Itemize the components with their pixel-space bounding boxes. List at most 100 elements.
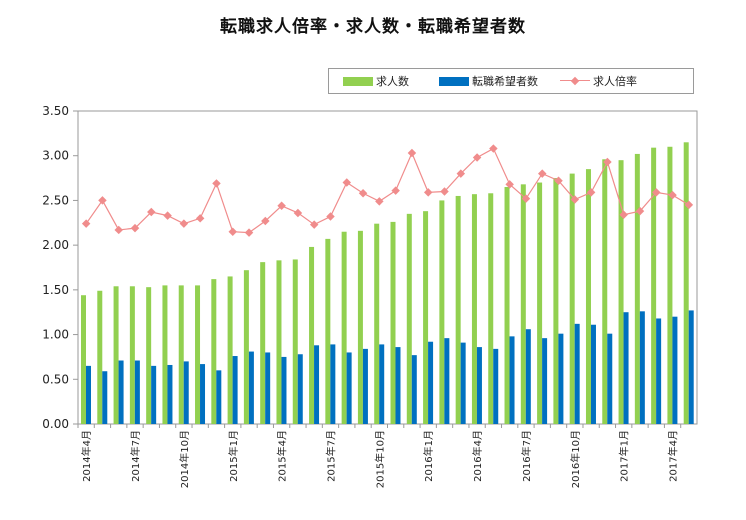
bar-job-openings [325,238,331,424]
bar-job-openings [585,169,591,424]
bar-job-openings [455,195,461,424]
bar-job-openings [602,159,608,424]
bar-job-seekers [265,352,271,424]
bar-job-openings [406,213,412,424]
bar-job-openings [227,276,233,424]
marker-job-ratio [538,169,547,178]
legend-item-job-openings: 求人数 [343,73,409,89]
x-tick-label: 2014年10月 [178,430,191,488]
bar-job-openings [520,184,526,424]
marker-job-ratio [147,207,156,217]
bar-job-openings [569,173,575,424]
legend-label-job-ratio: 求人倍率 [593,75,637,88]
bar-job-seekers [297,354,303,424]
bar-job-seekers [134,360,140,424]
legend-label-job-openings: 求人数 [376,75,409,88]
bar-job-seekers [411,355,417,424]
bar-job-seekers [656,318,662,424]
marker-job-ratio [179,219,189,228]
bar-job-openings [146,287,152,424]
bar-job-openings [178,285,184,424]
y-tick-label: 1.50 [42,283,69,297]
x-tick-label: 2015年4月 [276,430,289,482]
bar-job-seekers [200,364,206,424]
bar-job-openings [276,260,282,424]
marker-job-ratio [98,196,107,205]
marker-job-ratio [81,219,91,228]
bar-job-openings [129,286,135,424]
bar-job-seekers [167,364,173,424]
bar-job-openings [97,290,103,424]
marker-job-ratio [407,148,417,158]
bar-job-openings [211,279,217,424]
bar-job-openings [113,286,119,424]
bar-job-openings [292,259,298,424]
line-job-ratio [85,147,690,234]
legend-item-job-seekers: 転職希望者数 [439,73,538,89]
bar-job-seekers [460,342,466,424]
bar-job-seekers [542,338,548,424]
legend-swatch-job-openings [343,76,373,86]
marker-job-ratio [309,220,319,229]
marker-job-ratio [114,225,123,235]
bar-job-openings [634,153,640,424]
marker-job-ratio [391,186,400,195]
bar-job-seekers [395,347,401,424]
bar-job-seekers [232,356,238,424]
bar-job-openings [81,295,86,424]
x-tick-label: 2014年4月 [80,430,93,482]
bar-job-openings [651,147,657,424]
marker-job-ratio [163,211,172,220]
bar-job-seekers [362,348,368,424]
bar-job-openings [195,285,201,424]
bar-job-seekers [509,336,515,424]
bar-job-openings [423,211,429,424]
legend: 求人数 転職希望者数 求人倍率 [328,68,694,94]
legend-marker-job-ratio [560,75,590,87]
y-tick-label: 3.00 [42,149,69,163]
bar-job-openings [439,200,445,424]
bar-job-openings [471,194,477,424]
marker-job-ratio [358,189,368,198]
bar-job-openings [243,270,249,424]
x-tick-label: 2017年1月 [618,430,631,482]
bar-job-seekers [379,344,385,424]
legend-swatch-job-seekers [439,76,469,86]
x-tick-label: 2016年10月 [569,430,582,488]
bar-job-seekers [428,341,434,424]
bar-job-seekers [574,323,580,424]
x-tick-label: 2016年1月 [422,430,435,482]
bar-job-openings [341,231,347,424]
x-tick-label: 2016年7月 [520,430,533,482]
bar-job-seekers [216,370,222,424]
bar-job-seekers [607,333,613,424]
x-tick-label: 2017年4月 [667,430,680,482]
y-tick-label: 2.50 [42,193,69,207]
bar-job-seekers [688,310,694,424]
marker-job-ratio [130,223,140,233]
y-tick-label: 1.00 [42,328,69,342]
marker-job-ratio [326,212,335,221]
bar-job-openings [537,182,543,424]
bar-job-seekers [330,344,336,424]
bar-job-seekers [639,311,645,424]
chart-title: 転職求人倍率・求人数・転職希望者数 [220,17,526,37]
y-tick-label: 0.50 [42,372,69,386]
x-tick-label: 2014年7月 [129,430,142,482]
bar-job-seekers [493,348,499,424]
bar-job-seekers [346,352,352,424]
marker-job-ratio [342,178,352,187]
bar-job-seekers [183,361,189,424]
marker-job-ratio [228,227,237,236]
marker-job-ratio [293,208,303,218]
y-tick-label: 2.00 [42,238,69,252]
bar-job-openings [553,178,559,424]
marker-job-ratio [277,201,286,211]
bar-job-openings [309,246,315,424]
bar-job-seekers [86,365,91,424]
bar-job-seekers [444,338,450,424]
bar-job-seekers [248,351,254,424]
bar-job-seekers [476,347,482,424]
bar-job-openings [162,285,168,424]
